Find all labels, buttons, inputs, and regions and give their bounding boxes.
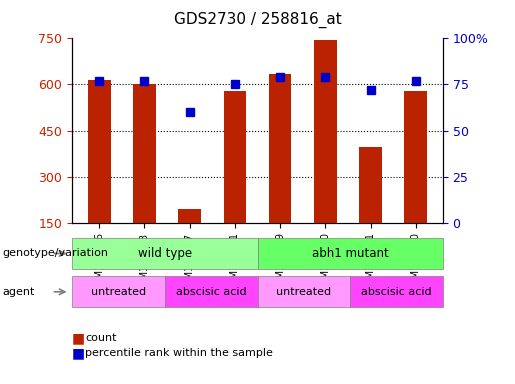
Text: untreated: untreated bbox=[276, 287, 332, 297]
Text: wild type: wild type bbox=[138, 247, 192, 260]
Text: count: count bbox=[85, 333, 116, 343]
Bar bbox=[314, 40, 337, 269]
Text: abh1 mutant: abh1 mutant bbox=[312, 247, 389, 260]
Text: ■: ■ bbox=[72, 346, 85, 360]
Bar bbox=[269, 74, 291, 269]
Text: genotype/variation: genotype/variation bbox=[3, 248, 109, 258]
Bar bbox=[404, 91, 427, 269]
Text: GDS2730 / 258816_at: GDS2730 / 258816_at bbox=[174, 12, 341, 28]
Text: ■: ■ bbox=[72, 331, 85, 345]
Text: abscisic acid: abscisic acid bbox=[361, 287, 432, 297]
Text: abscisic acid: abscisic acid bbox=[176, 287, 247, 297]
Bar bbox=[224, 91, 246, 269]
Bar bbox=[133, 84, 156, 269]
Bar bbox=[178, 209, 201, 269]
Text: agent: agent bbox=[3, 287, 35, 297]
Text: untreated: untreated bbox=[91, 287, 146, 297]
Bar bbox=[359, 147, 382, 269]
Text: percentile rank within the sample: percentile rank within the sample bbox=[85, 348, 273, 358]
Bar bbox=[88, 80, 111, 269]
